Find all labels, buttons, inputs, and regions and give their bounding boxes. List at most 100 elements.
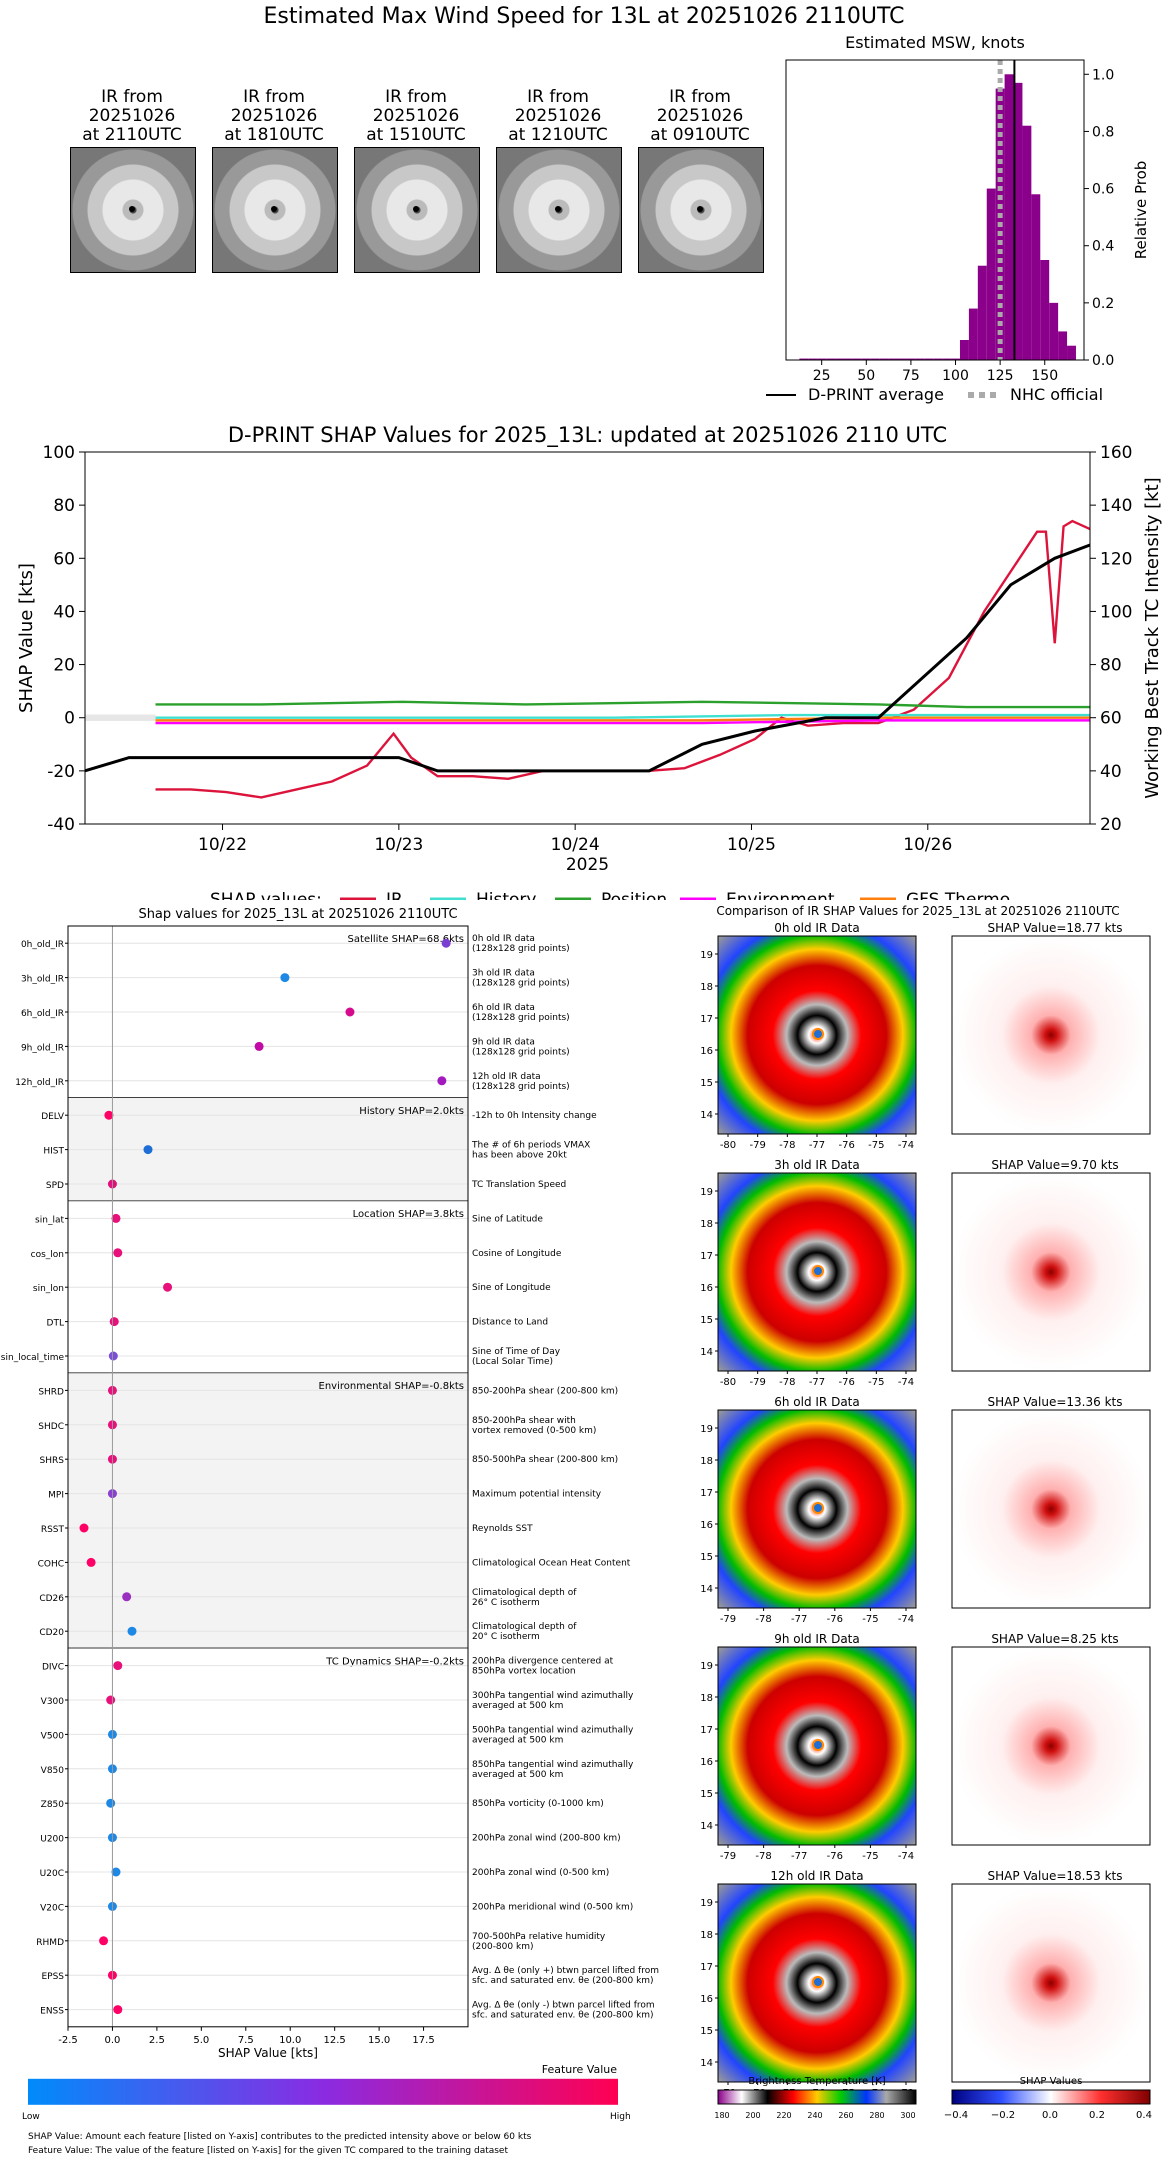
series-line-gfs-thermo bbox=[155, 716, 1090, 722]
shap-colorbar bbox=[951, 2089, 1151, 2105]
y-tick-label: -40 bbox=[47, 815, 75, 835]
y-tick-label: 15 bbox=[700, 1078, 713, 1089]
ir-tile-title: IR from 20251026 at 0910UTC bbox=[650, 87, 750, 145]
y-axis-label: Relative Prob bbox=[1132, 161, 1150, 260]
y-tick-label: 15 bbox=[700, 2026, 713, 2037]
feature-label: CD26 bbox=[39, 1594, 64, 1604]
zero-band bbox=[85, 714, 156, 721]
y-tick-label: 40 bbox=[53, 602, 75, 622]
x-tick-label: 10/25 bbox=[727, 835, 776, 855]
y-tick-label: 16 bbox=[700, 1046, 713, 1057]
feature-dot bbox=[109, 1317, 119, 1327]
histogram-bar bbox=[799, 358, 809, 360]
ir-panel-title: 12h old IR Data bbox=[770, 1869, 863, 1883]
colorbar-title: Feature Value bbox=[542, 2063, 618, 2076]
y-tick-label: 18 bbox=[700, 982, 713, 993]
feature-description: Sine of Longitude bbox=[472, 1283, 551, 1293]
x-tick-label: 10/22 bbox=[198, 835, 247, 855]
feature-description: Climatological depth of 20° C isotherm bbox=[472, 1622, 577, 1642]
y-tick-label: 14 bbox=[700, 1821, 713, 1832]
histogram-bar bbox=[1004, 74, 1014, 361]
feature-description: 500hPa tangential wind azimuthally averag… bbox=[472, 1725, 634, 1745]
ir-tile-title: IR from 20251026 at 2110UTC bbox=[82, 87, 182, 145]
histogram-bar bbox=[879, 358, 889, 360]
shap-tick-label: −0.4 bbox=[944, 2110, 968, 2121]
feature-description: Sine of Latitude bbox=[472, 1214, 543, 1224]
shap-panel-image bbox=[951, 935, 1151, 1135]
feature-description: Maximum potential intensity bbox=[472, 1490, 602, 1500]
shap-panel-title: SHAP Value=18.77 kts bbox=[988, 921, 1123, 935]
y-tick-label: 16 bbox=[700, 1994, 713, 2005]
feature-description: 200hPa zonal wind (0-500 km) bbox=[472, 1868, 609, 1878]
bt-tick-label: 200 bbox=[745, 2111, 760, 2120]
bt-tick-label: 300 bbox=[900, 2111, 915, 2120]
y2-tick-label: 120 bbox=[1100, 549, 1132, 569]
histogram-bar bbox=[951, 358, 960, 360]
y2-tick-label: 100 bbox=[1100, 602, 1132, 622]
ir-thumbnail-image bbox=[70, 147, 196, 273]
histogram-bar bbox=[924, 358, 934, 360]
feature-label: EPSS bbox=[41, 1972, 64, 1982]
shap-panel-title: SHAP Value=13.36 kts bbox=[988, 1395, 1123, 1409]
feature-dot bbox=[441, 938, 451, 948]
histogram-bar bbox=[808, 358, 818, 360]
feature-description: 0h old IR data (128x128 grid points) bbox=[472, 934, 570, 954]
y-tick-label: 0 bbox=[64, 709, 75, 729]
x-tick-label: -76 bbox=[827, 1614, 843, 1625]
x-tick-label: -80 bbox=[720, 1140, 736, 1151]
storm-center-marker bbox=[812, 1028, 824, 1040]
x-tick-label: -79 bbox=[720, 1851, 736, 1862]
feature-label: ENSS bbox=[40, 2007, 64, 2017]
legend-label: GFS Thermo bbox=[906, 890, 1010, 900]
y-tick-label: 14 bbox=[700, 2058, 713, 2069]
feature-dot bbox=[111, 1867, 121, 1877]
y-tick-label: 14 bbox=[700, 1584, 713, 1595]
x-tick-label: -2.5 bbox=[58, 2035, 78, 2046]
histogram-bar bbox=[1022, 125, 1032, 360]
feature-label: 12h_old_IR bbox=[15, 1078, 64, 1088]
feature-label: V20C bbox=[40, 1903, 64, 1913]
feature-description: Cosine of Longitude bbox=[472, 1249, 562, 1259]
feature-description: 200hPa zonal wind (200-800 km) bbox=[472, 1834, 621, 1844]
feature-dot bbox=[113, 1248, 123, 1258]
histogram-bar bbox=[1049, 302, 1059, 360]
y-tick-label: 80 bbox=[53, 496, 75, 516]
legend-label-nhc: NHC official bbox=[1010, 385, 1103, 404]
y-tick-label: 18 bbox=[700, 1219, 713, 1230]
y-tick-label: 15 bbox=[700, 1789, 713, 1800]
x-tick-label: -77 bbox=[809, 1377, 825, 1388]
x-tick-label: -78 bbox=[755, 1851, 771, 1862]
y-tick-label: 60 bbox=[53, 549, 75, 569]
feature-description: Reynolds SST bbox=[472, 1524, 533, 1534]
x-tick-label: 2.5 bbox=[149, 2035, 165, 2046]
feature-description: Avg. Δ θe (only +) btwn parcel lifted fr… bbox=[472, 1966, 659, 1986]
legend-label: Environment bbox=[726, 890, 835, 900]
ir-shap-comparison: Comparison of IR SHAP Values for 2025_13… bbox=[700, 904, 1152, 2121]
x-tick-label: 25 bbox=[813, 368, 831, 384]
x-tick-label: -74 bbox=[898, 1614, 914, 1625]
group-title: Environmental SHAP=-0.8kts bbox=[319, 1381, 465, 1392]
feature-label: sin_lat bbox=[35, 1215, 64, 1225]
feature-description: 850-200hPa shear (200-800 km) bbox=[472, 1386, 618, 1396]
histogram-bar bbox=[1031, 194, 1041, 360]
x-tick-label: -75 bbox=[868, 1140, 884, 1151]
y-tick-label: 16 bbox=[700, 1520, 713, 1531]
histogram-bar bbox=[906, 358, 916, 360]
y-tick-label: 17 bbox=[700, 1251, 713, 1262]
feature-description: 850hPa vorticity (0-1000 km) bbox=[472, 1799, 604, 1809]
msw-histogram: Estimated MSW, knots 25 50 75 100 125 150 0.0 0.… bbox=[766, 33, 1150, 404]
histogram-bar bbox=[870, 358, 880, 360]
feature-label: RSST bbox=[41, 1525, 65, 1535]
scatter-title: Shap values for 2025_13L at 20251026 211… bbox=[138, 907, 457, 922]
histogram-title: Estimated MSW, knots bbox=[845, 33, 1025, 52]
y-tick-label: 19 bbox=[700, 1898, 713, 1909]
y-tick-label: 17 bbox=[700, 1488, 713, 1499]
feature-label: U200 bbox=[40, 1835, 64, 1845]
y-tick-label: 19 bbox=[700, 1424, 713, 1435]
histogram-bar bbox=[1067, 345, 1076, 360]
histogram-bar bbox=[1058, 331, 1068, 360]
x-tick-label: 5.0 bbox=[193, 2035, 209, 2046]
group-title: Location SHAP=3.8kts bbox=[353, 1209, 464, 1220]
y2-tick-label: 20 bbox=[1100, 815, 1122, 835]
y-axis-label: SHAP Value [kts] bbox=[16, 563, 37, 713]
